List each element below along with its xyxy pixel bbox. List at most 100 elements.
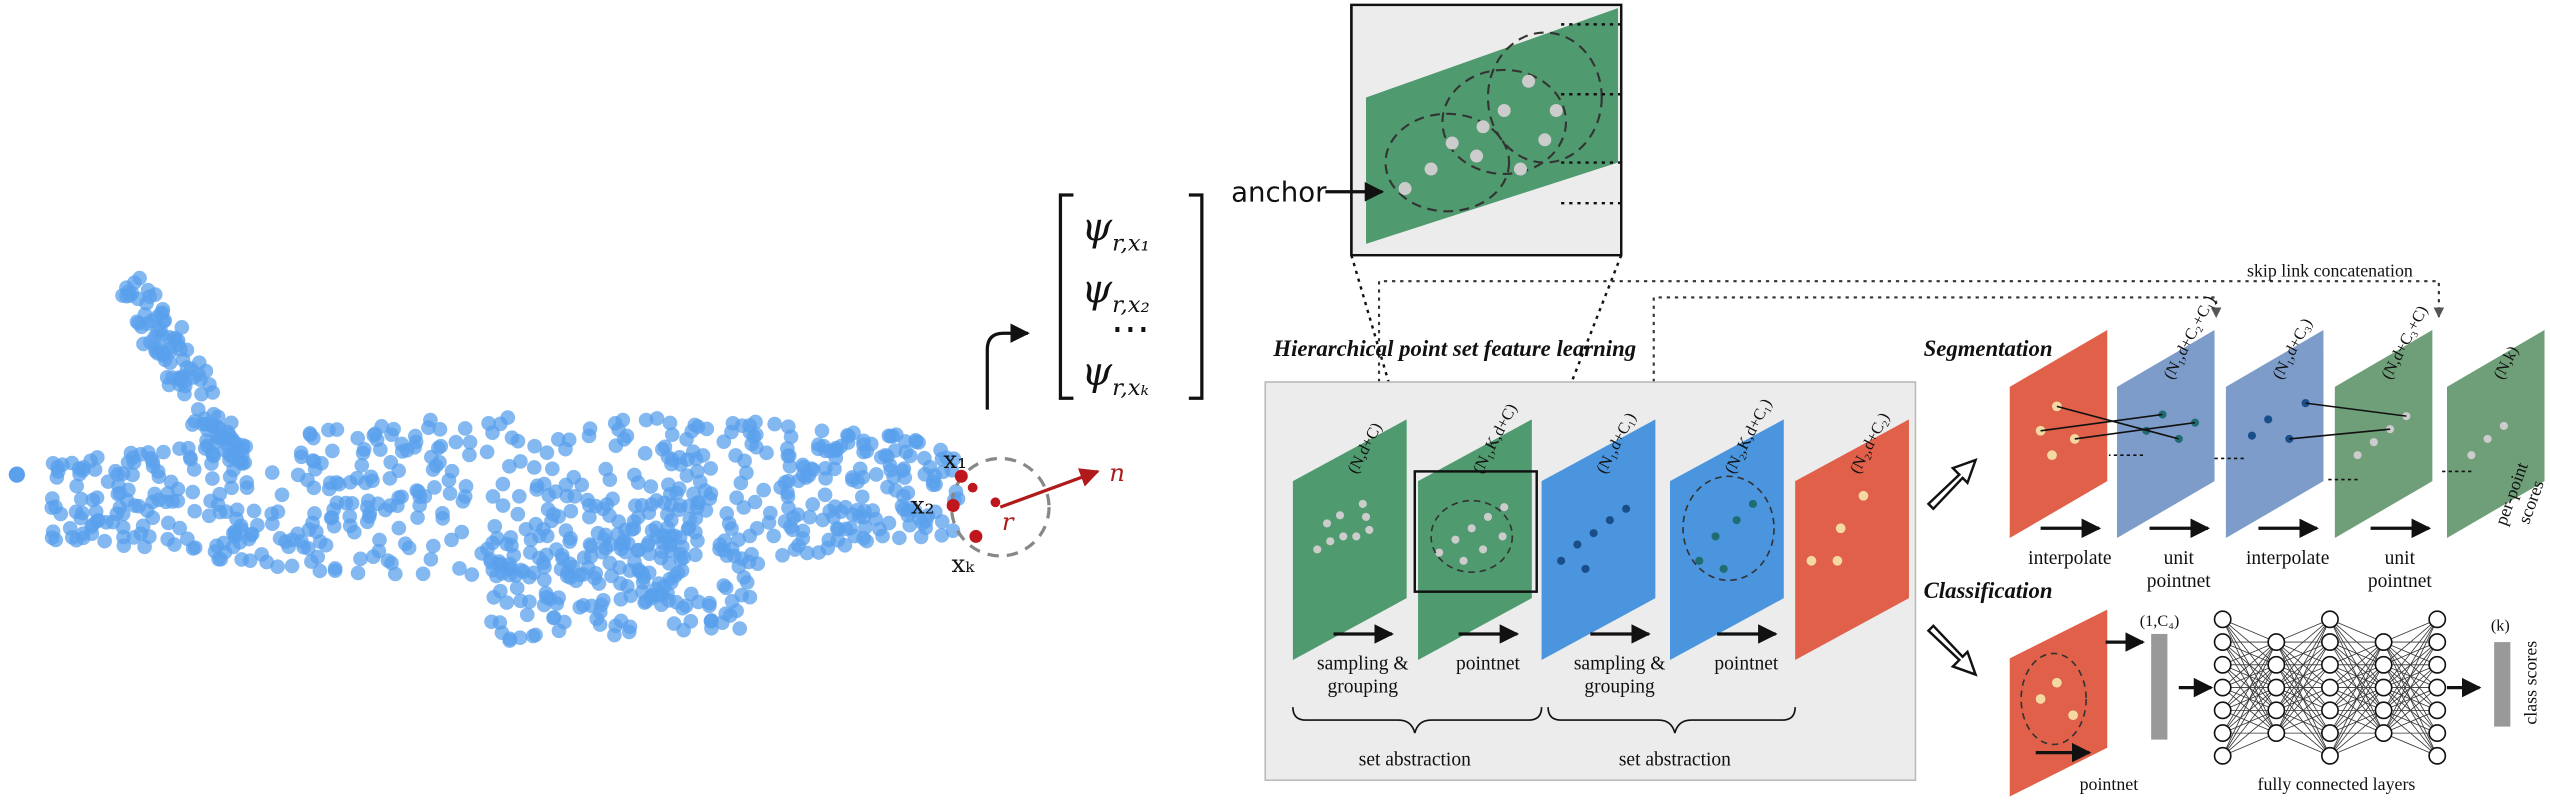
cloud-point xyxy=(737,453,752,469)
cloud-point xyxy=(220,438,236,454)
point-cloud xyxy=(8,270,966,648)
group-label: set abstraction xyxy=(1359,750,1471,771)
cloud-point xyxy=(574,477,590,493)
cloud-point xyxy=(939,450,954,466)
cloud-point xyxy=(369,432,385,448)
fc-node xyxy=(2428,724,2447,743)
cloud-point xyxy=(210,409,226,425)
fc-edge xyxy=(2222,641,2277,688)
skip-links xyxy=(1377,280,2445,407)
cloud-point xyxy=(312,563,328,579)
fc-edge xyxy=(2275,619,2331,711)
psi-sub: r,x₁ xyxy=(1112,230,1150,256)
fc-edge xyxy=(2329,641,2384,666)
cloud-point xyxy=(69,478,84,494)
cloud-point xyxy=(198,416,214,432)
cloud-point xyxy=(657,495,672,511)
cloud-point xyxy=(342,509,358,524)
cloud-point xyxy=(846,425,861,441)
cloud-point xyxy=(172,441,187,456)
cloud-point xyxy=(674,563,690,578)
cloud-point xyxy=(161,515,176,531)
cloud-point xyxy=(576,598,591,613)
point-label: x₂ xyxy=(911,491,935,520)
out-label: (k) xyxy=(2491,617,2510,635)
cloud-point xyxy=(187,503,203,519)
cloud-point xyxy=(746,429,762,444)
branch-arrow xyxy=(1926,458,1978,511)
cloud-point xyxy=(157,352,173,368)
plane-point xyxy=(1358,499,1367,508)
normal-arrow xyxy=(999,468,1100,509)
cloud-point xyxy=(850,502,865,518)
cloud-point xyxy=(394,444,410,459)
cloud-point xyxy=(324,510,340,525)
cloud-point xyxy=(126,530,142,545)
cloud-point xyxy=(607,415,623,431)
plane-point xyxy=(1557,556,1566,565)
cloud-point xyxy=(229,502,245,518)
cloud-point xyxy=(457,421,473,436)
cloud-point xyxy=(121,482,136,498)
fc-edge xyxy=(2329,641,2384,711)
cloud-point xyxy=(695,448,711,463)
cloud-point xyxy=(539,528,555,544)
fc-edge xyxy=(2275,641,2331,734)
plane-point xyxy=(1459,556,1468,565)
step-label: pointnet xyxy=(2147,571,2211,592)
cloud-point xyxy=(372,532,387,548)
cloud-point xyxy=(750,556,766,572)
cloud-point xyxy=(816,438,831,454)
link xyxy=(2289,428,2391,440)
plane-point xyxy=(1483,512,1493,521)
cloud-point xyxy=(502,567,518,583)
plane xyxy=(1795,419,1909,660)
cloud-point xyxy=(818,460,833,476)
cloud-point xyxy=(154,327,170,343)
feature-bar xyxy=(2151,633,2168,740)
cloud-point xyxy=(274,487,290,503)
cloud-point xyxy=(641,505,657,520)
cloud-point xyxy=(499,595,515,610)
cloud-point xyxy=(349,470,365,486)
step-label: pointnet xyxy=(2080,774,2139,794)
cloud-point xyxy=(775,547,790,563)
point-label: xₖ xyxy=(952,549,976,578)
plane-point xyxy=(1858,490,1869,501)
cloud-point xyxy=(522,594,537,610)
anchor-label: anchor xyxy=(1231,176,1327,209)
fc-node xyxy=(2267,701,2286,720)
link xyxy=(2074,421,2196,440)
cloud-point xyxy=(441,473,457,488)
cloud-point xyxy=(927,468,942,483)
fc-node xyxy=(2321,610,2339,629)
radius-label: r xyxy=(1002,507,1015,536)
psi: ψ xyxy=(1082,267,1113,312)
step-label: pointnet xyxy=(1714,654,1778,675)
cloud-point xyxy=(736,500,752,515)
cloud-point xyxy=(318,537,334,553)
cloud-point xyxy=(799,545,815,561)
plane-point xyxy=(1361,512,1371,521)
cloud-point xyxy=(814,423,830,439)
cloud-point xyxy=(703,461,718,476)
cloud-point xyxy=(736,570,752,585)
cloud-point xyxy=(179,360,195,375)
plane xyxy=(2009,329,2108,539)
cloud-point xyxy=(583,549,599,564)
plane-point xyxy=(1748,499,1757,508)
cloud-point xyxy=(724,521,739,536)
plane-point xyxy=(1695,556,1704,565)
cloud-point xyxy=(125,450,141,465)
cloud-point xyxy=(209,538,224,553)
cloud-point xyxy=(582,498,597,513)
cloud-point xyxy=(415,566,431,582)
cloud-point xyxy=(702,595,717,611)
branch-arrow xyxy=(1926,624,1978,677)
plane-point xyxy=(1581,564,1590,573)
fc-edge xyxy=(2222,618,2277,643)
fc-edge xyxy=(2383,619,2438,688)
cloud-point xyxy=(442,486,458,501)
cloud-point xyxy=(626,521,642,536)
cloud-point xyxy=(290,526,305,542)
